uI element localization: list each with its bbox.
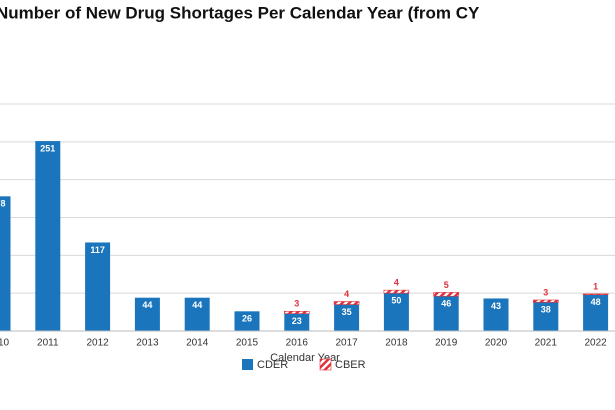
value-label: 38 [541, 305, 551, 315]
bar-segment [283, 311, 310, 314]
value-label: 251 [40, 143, 55, 153]
value-label: 43 [491, 301, 501, 311]
chart-title: Number of New Drug Shortages Per Calenda… [0, 3, 480, 22]
value-label: 48 [591, 297, 601, 307]
legend-swatch [319, 358, 332, 371]
value-label: 46 [441, 299, 451, 309]
value-label: 5 [444, 280, 449, 290]
value-label: 26 [242, 314, 252, 324]
x-tick-label: 2018 [385, 338, 408, 349]
bar-segment [184, 297, 210, 331]
value-label: 23 [292, 316, 302, 326]
value-label: 35 [342, 307, 352, 317]
bar-segment [85, 242, 111, 331]
bar-segment [35, 141, 61, 331]
bar-segment [532, 299, 559, 303]
value-label: 44 [142, 300, 152, 310]
value-label: 50 [391, 296, 401, 306]
value-label: 44 [192, 300, 202, 310]
value-label: 1 [593, 281, 598, 291]
bar-segment [334, 304, 360, 331]
x-tick-label: 2020 [485, 338, 508, 349]
legend-label: CDER [257, 359, 288, 371]
bar-segment [383, 293, 409, 331]
legend-swatch [242, 359, 253, 370]
x-tick-label: 2022 [584, 338, 607, 349]
bar-segment [333, 301, 360, 305]
bar-segment [582, 293, 609, 295]
value-label: 178 [0, 199, 6, 209]
x-tick-label: 2019 [435, 338, 458, 349]
x-tick-label: 2017 [335, 338, 358, 349]
value-label: 3 [294, 299, 299, 309]
value-label: 4 [344, 289, 349, 299]
x-tick-label: 2013 [136, 338, 159, 349]
bar-segment [284, 313, 310, 331]
value-label: 3 [543, 287, 548, 297]
bar-segment [433, 292, 460, 297]
x-tick-label: 2015 [236, 338, 259, 349]
value-label: 4 [394, 278, 399, 288]
bar-segment [583, 294, 609, 331]
bar-segment [0, 196, 11, 331]
x-tick-label: 2021 [535, 338, 558, 349]
bar-segment [433, 296, 459, 331]
x-tick-label: 2016 [286, 338, 309, 349]
bar-segment [234, 311, 260, 331]
bar-segment [383, 289, 410, 294]
bar-segment [134, 297, 160, 331]
x-tick-label: 2010 [0, 338, 10, 349]
legend-label: CBER [335, 359, 366, 371]
x-tick-label: 2014 [186, 338, 209, 349]
value-label: 117 [90, 245, 105, 255]
x-tick-label: 2012 [86, 338, 109, 349]
bar-segment [483, 298, 509, 331]
bar-segment [533, 302, 559, 331]
x-tick-label: 2011 [37, 338, 59, 349]
